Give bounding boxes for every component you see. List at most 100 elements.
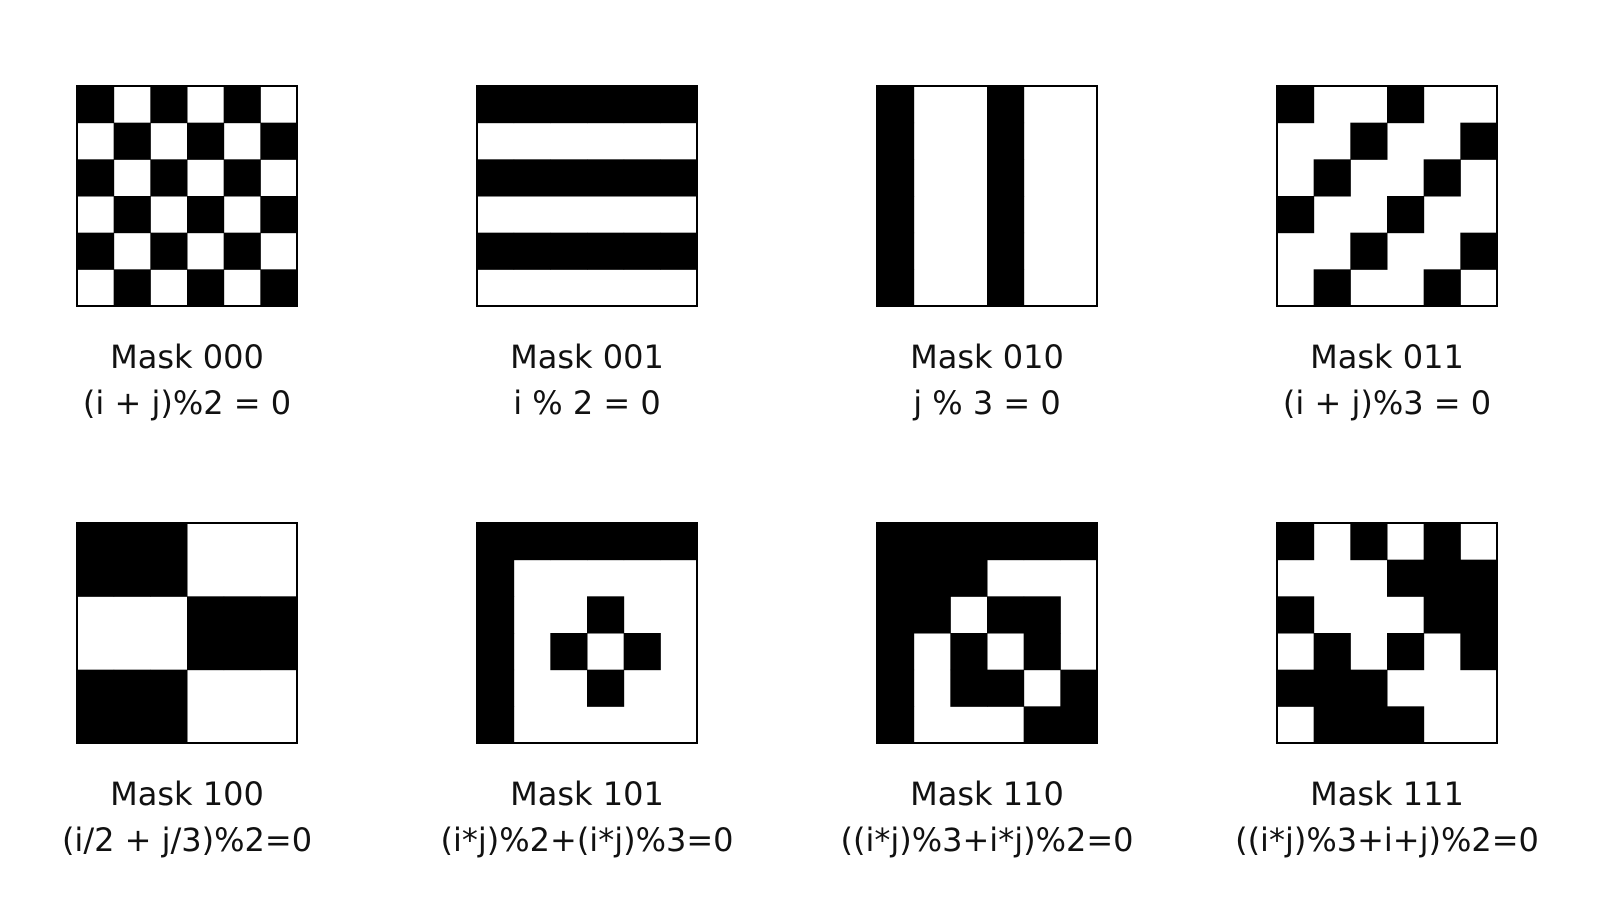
dark-module (987, 523, 1025, 561)
dark-module (77, 559, 115, 597)
dark-module (1277, 523, 1315, 561)
dark-module (1423, 159, 1461, 197)
mask-label: Mask 011 (1310, 338, 1464, 376)
dark-module (513, 232, 551, 270)
mask-formula: ((i*j)%3+i*j)%2=0 (840, 821, 1134, 859)
mask-110: Mask 110 ((i*j)%3+i*j)%2=0 (800, 522, 1134, 922)
dark-module (587, 669, 625, 707)
dark-module (77, 86, 115, 124)
dark-module (1023, 596, 1061, 634)
dark-module (113, 706, 151, 744)
grid-border (476, 85, 698, 307)
dark-module (113, 196, 151, 234)
dark-module (913, 523, 951, 561)
dark-module (477, 669, 515, 707)
mask-101: Mask 101 (i*j)%2+(i*j)%3=0 (400, 522, 734, 922)
dark-module (987, 232, 1025, 270)
dark-module (1060, 523, 1098, 561)
dark-module (260, 633, 298, 671)
grid-border (876, 522, 1098, 744)
dark-module (187, 633, 225, 671)
dark-module (877, 706, 915, 744)
dark-module (660, 232, 698, 270)
dark-module (223, 159, 261, 197)
dark-module (623, 159, 661, 197)
dark-module (1387, 86, 1425, 124)
dark-module (877, 559, 915, 597)
dark-module (1423, 269, 1461, 307)
dark-module (477, 159, 515, 197)
dark-module (77, 159, 115, 197)
dark-module (550, 232, 588, 270)
dark-module (987, 196, 1025, 234)
dark-module (1277, 196, 1315, 234)
dark-module (623, 633, 661, 671)
mask-100: Mask 100 (i/2 + j/3)%2=0 (0, 522, 312, 922)
dark-module (150, 159, 188, 197)
mask-label: Mask 001 (510, 338, 664, 376)
mask-011: Mask 011 (i + j)%3 = 0 (1200, 85, 1500, 485)
dark-module (623, 523, 661, 561)
dark-module (1460, 559, 1498, 597)
dark-module (987, 269, 1025, 307)
dark-module (950, 669, 988, 707)
dark-module (1313, 669, 1351, 707)
dark-module (1313, 633, 1351, 671)
dark-module (477, 559, 515, 597)
dark-module (623, 86, 661, 124)
dark-module (1023, 523, 1061, 561)
dark-module (77, 232, 115, 270)
mask-010-grid (876, 85, 1098, 307)
grid-border (76, 85, 298, 307)
dark-module (877, 669, 915, 707)
dark-module (477, 706, 515, 744)
dark-module (477, 523, 515, 561)
dark-module (150, 86, 188, 124)
dark-module (660, 523, 698, 561)
dark-module (877, 86, 915, 124)
dark-module (223, 596, 261, 634)
dark-module (477, 86, 515, 124)
dark-module (1023, 633, 1061, 671)
dark-module (513, 86, 551, 124)
dark-module (1460, 232, 1498, 270)
dark-module (1313, 159, 1351, 197)
dark-module (587, 159, 625, 197)
dark-module (660, 159, 698, 197)
dark-module (223, 232, 261, 270)
mask-formula: (i*j)%2+(i*j)%3=0 (440, 821, 734, 859)
dark-module (587, 596, 625, 634)
dark-module (513, 159, 551, 197)
grid-border (876, 85, 1098, 307)
grid-border (76, 522, 298, 744)
mask-000-grid (76, 85, 298, 307)
dark-module (877, 523, 915, 561)
dark-module (150, 669, 188, 707)
dark-module (950, 559, 988, 597)
dark-module (877, 633, 915, 671)
dark-module (1350, 706, 1388, 744)
dark-module (223, 86, 261, 124)
dark-module (113, 269, 151, 307)
dark-module (477, 596, 515, 634)
dark-module (187, 596, 225, 634)
dark-module (260, 269, 298, 307)
dark-module (260, 596, 298, 634)
dark-module (623, 232, 661, 270)
dark-module (1423, 596, 1461, 634)
dark-module (187, 269, 225, 307)
dark-module (1423, 523, 1461, 561)
mask-000: Mask 000 (i + j)%2 = 0 (0, 85, 300, 485)
dark-module (587, 523, 625, 561)
mask-101-grid (476, 522, 698, 744)
mask-formula: (i/2 + j/3)%2=0 (61, 821, 313, 859)
mask-111: Mask 111 ((i*j)%3+i+j)%2=0 (1200, 522, 1539, 922)
dark-module (550, 86, 588, 124)
dark-module (77, 523, 115, 561)
dark-module (77, 669, 115, 707)
dark-module (477, 232, 515, 270)
mask-formula: i % 2 = 0 (513, 384, 661, 422)
dark-module (513, 523, 551, 561)
mask-formula: (i + j)%3 = 0 (1282, 384, 1492, 422)
